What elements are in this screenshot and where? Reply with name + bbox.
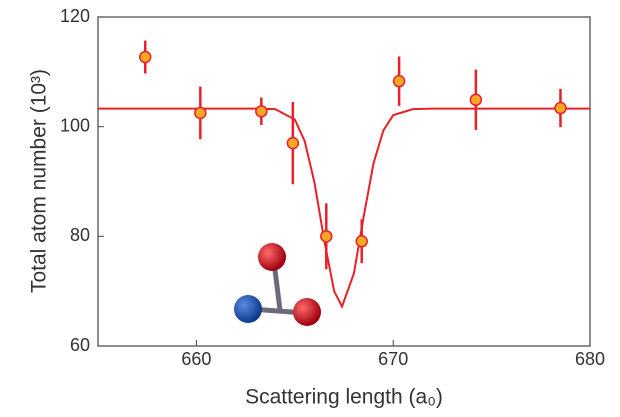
x-tick-label: 660	[181, 349, 211, 369]
x-tick-label: 680	[575, 349, 605, 369]
data-point	[138, 50, 152, 64]
data-point	[392, 74, 406, 88]
molecule-icon	[234, 243, 321, 326]
x-tick-label: 670	[378, 349, 408, 369]
y-tick-label: 80	[70, 225, 90, 245]
y-tick-label: 100	[60, 115, 90, 135]
fit-curve	[98, 107, 590, 310]
data-point	[469, 93, 483, 107]
x-axis-label: Scattering length (a₀)	[245, 386, 443, 409]
data-point	[355, 235, 368, 248]
y-tick-label: 60	[70, 335, 90, 355]
data-point	[286, 136, 300, 150]
data-point	[320, 230, 333, 243]
y-axis-label: Total atom number (10³)	[28, 69, 51, 293]
y-tick-label: 120	[60, 6, 90, 26]
data-point	[194, 106, 207, 120]
plot-frame	[97, 16, 591, 347]
data-point	[554, 101, 567, 115]
data-point	[255, 105, 268, 118]
